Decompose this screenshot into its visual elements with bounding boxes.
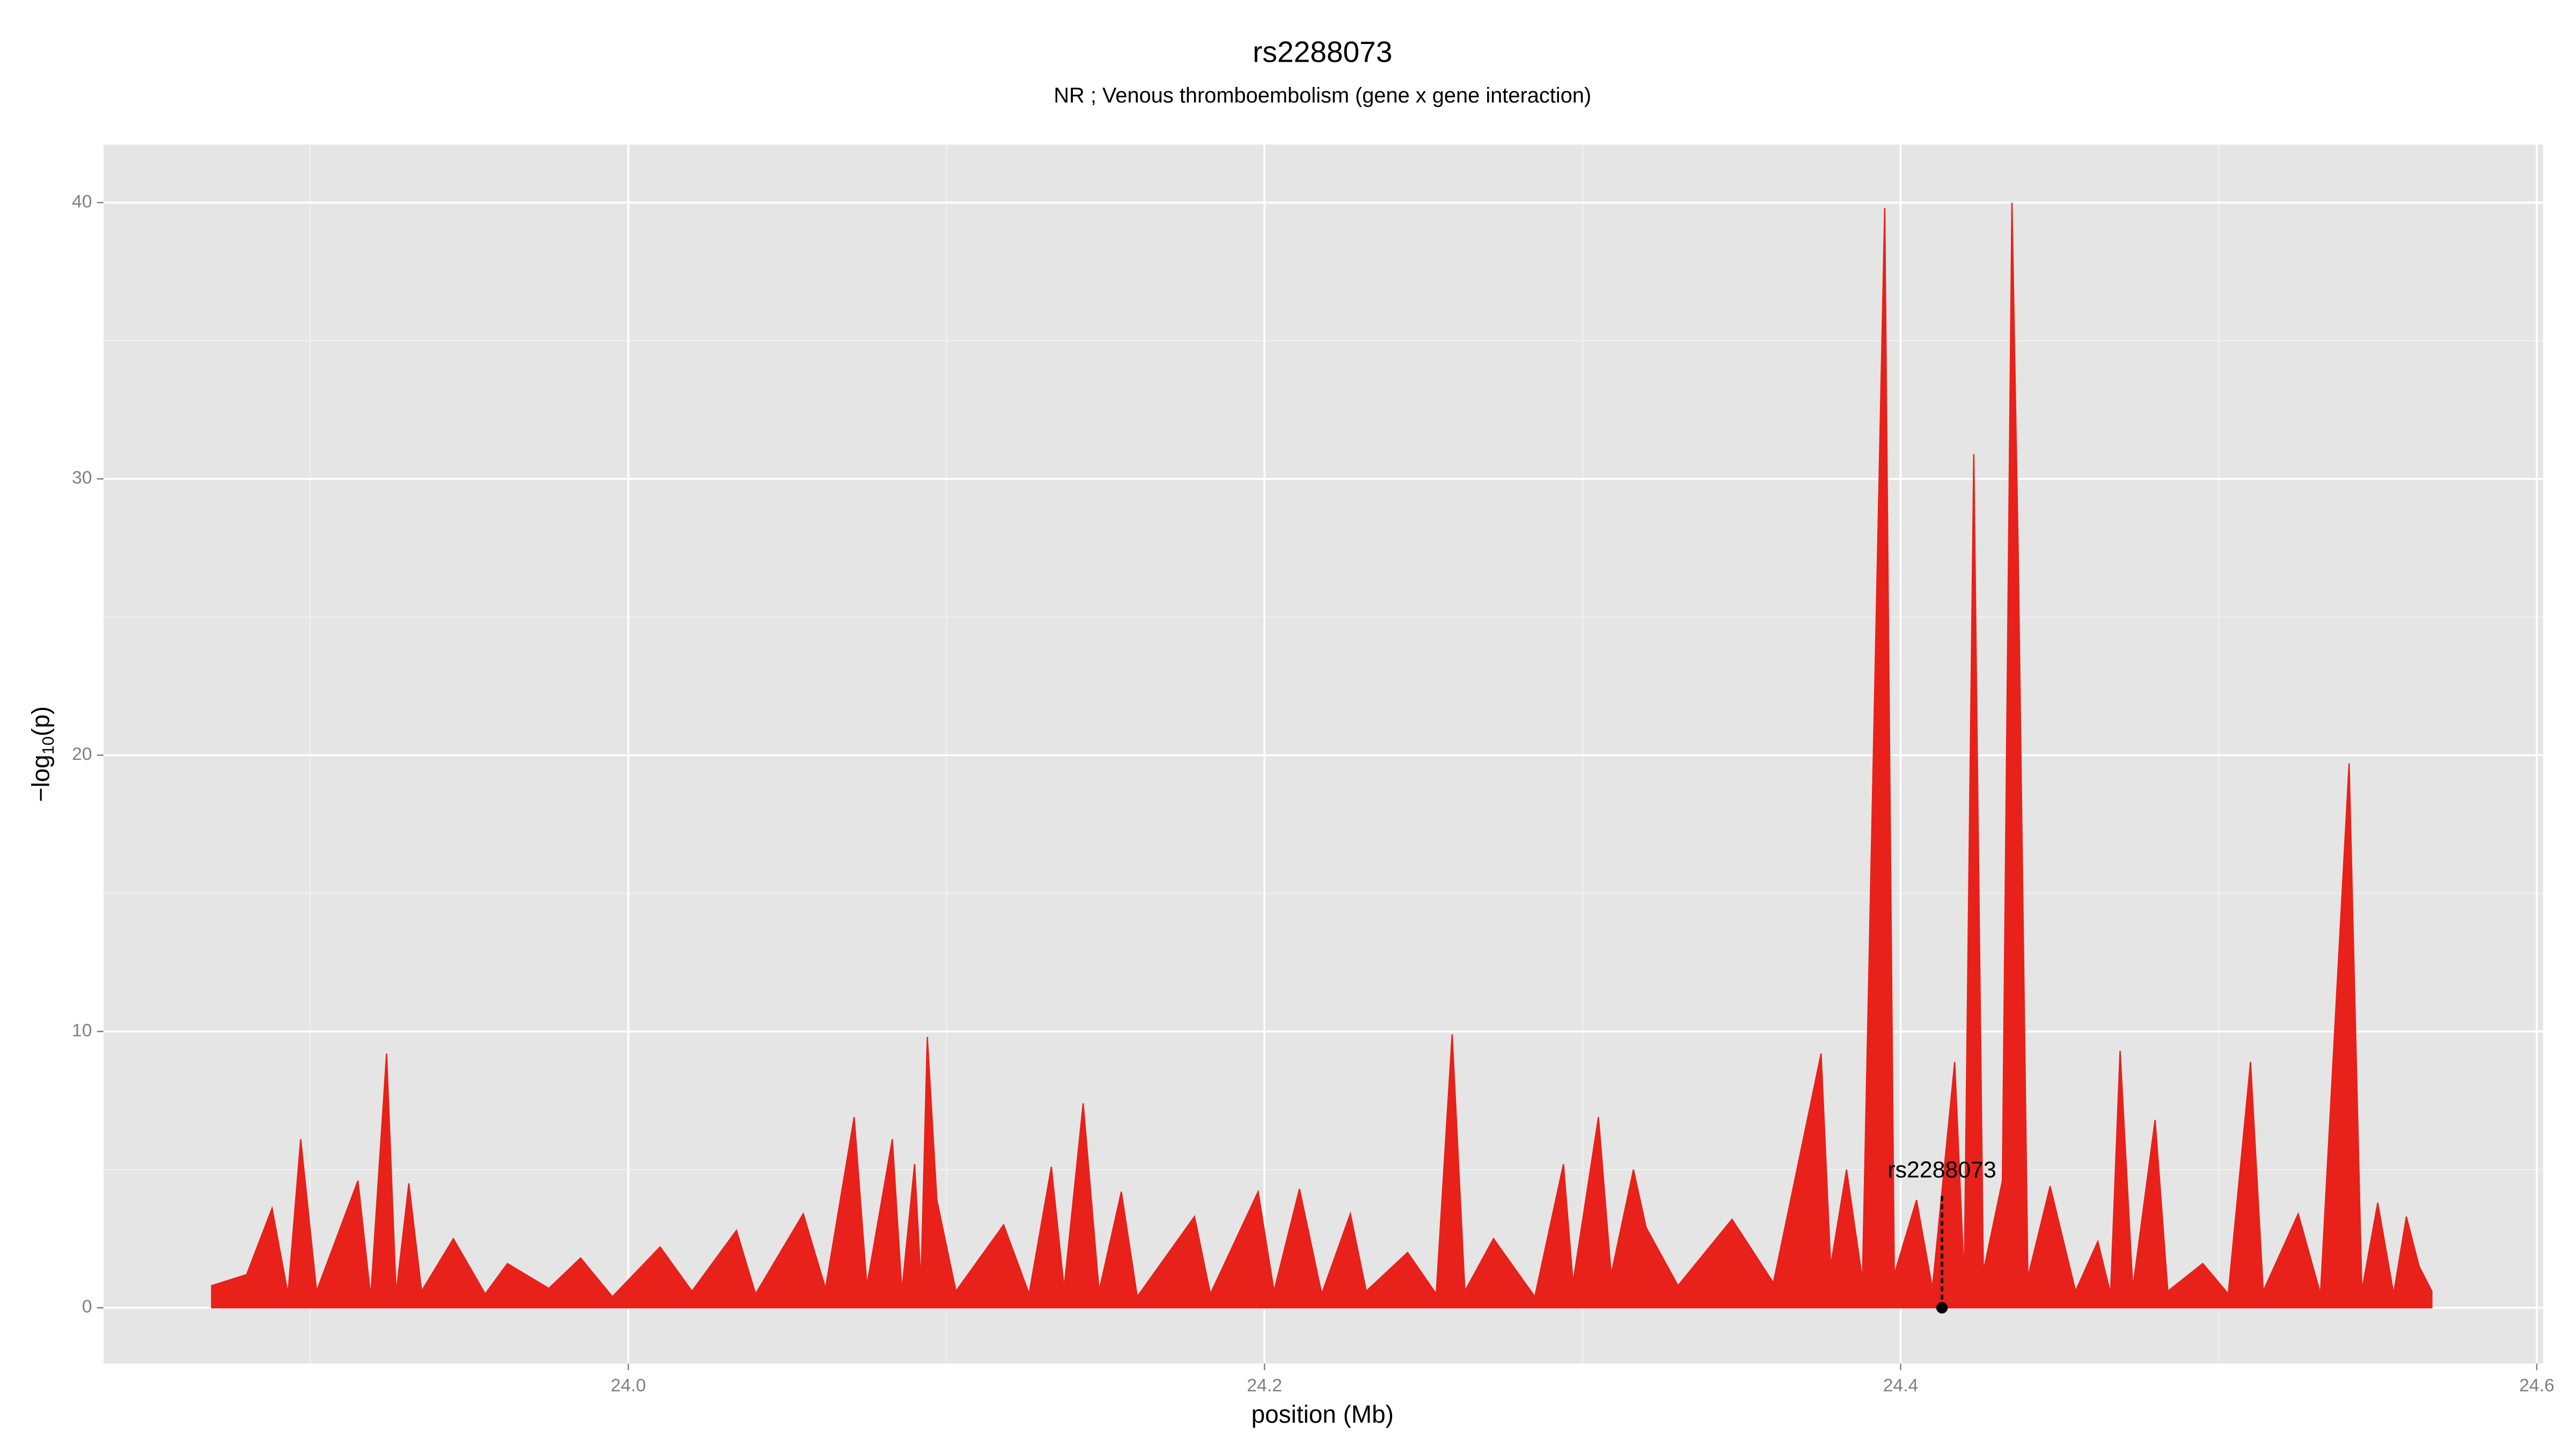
y-tick-label: 20 [72, 744, 92, 764]
x-tick-label: 24.2 [1247, 1376, 1282, 1396]
x-tick-label: 24.0 [611, 1376, 646, 1396]
x-axis-label: position (Mb) [1252, 1400, 1394, 1428]
y-tick-label: 10 [72, 1021, 92, 1041]
chart-subtitle: NR ; Venous thromboembolism (gene x gene… [1053, 84, 1591, 107]
marks [211, 202, 2433, 1314]
y-tick-label: 40 [72, 192, 92, 211]
area [211, 202, 2433, 1309]
annotation-point [1936, 1302, 1948, 1314]
x-tick-label: 24.4 [1883, 1376, 1919, 1396]
annotation-label: rs2288073 [1887, 1157, 1996, 1183]
y-axis-label-text: −log [27, 755, 55, 802]
y-axis-label-subscript: 10 [39, 736, 57, 755]
plot-panel [103, 144, 2543, 1364]
chart-title: rs2288073 [1253, 35, 1392, 69]
y-axis-label-suffix: (p) [27, 706, 55, 736]
y-tick-label: 30 [72, 468, 92, 488]
y-tick-label: 0 [82, 1297, 92, 1317]
x-tick-label: 24.6 [2519, 1376, 2555, 1396]
y-axis-label: −log10(p) [27, 706, 57, 802]
